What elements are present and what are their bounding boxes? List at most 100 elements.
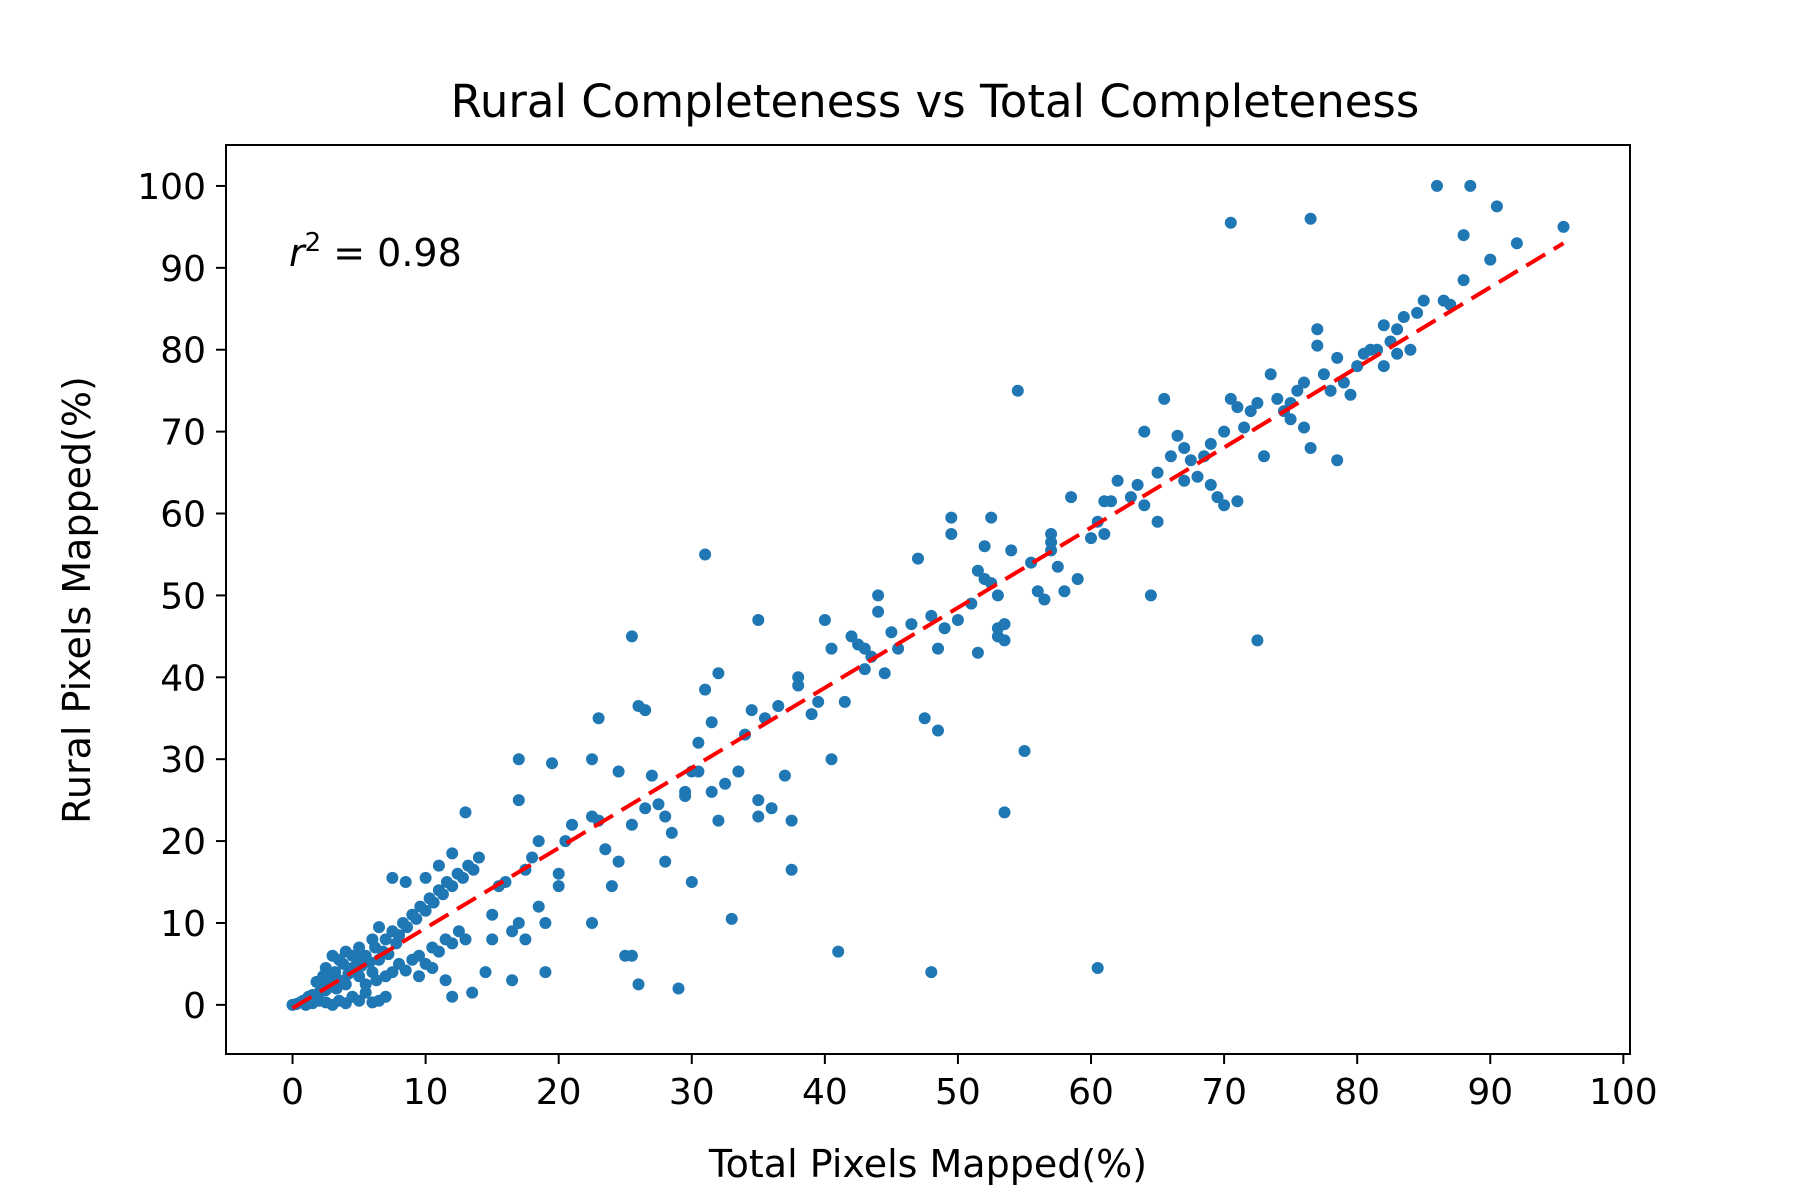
data-point bbox=[1490, 200, 1503, 213]
data-point bbox=[413, 970, 425, 983]
data-point bbox=[512, 753, 525, 766]
r-symbol: r bbox=[289, 231, 307, 275]
data-point bbox=[1085, 532, 1097, 545]
data-point bbox=[765, 802, 778, 815]
data-point bbox=[625, 818, 638, 831]
data-point bbox=[745, 704, 758, 717]
data-point bbox=[436, 888, 449, 901]
data-point bbox=[339, 978, 352, 991]
data-point bbox=[1058, 585, 1071, 598]
data-point bbox=[719, 777, 732, 790]
plot-frame bbox=[225, 144, 1631, 1055]
data-point bbox=[1258, 450, 1270, 463]
data-point bbox=[1011, 384, 1024, 397]
y-tick-label: 100 bbox=[137, 167, 206, 208]
data-point bbox=[1417, 294, 1430, 307]
data-point bbox=[427, 896, 440, 909]
y-axis: 0 10 20 30 40 50 60 70 80 90 100 bbox=[137, 167, 226, 1027]
data-point bbox=[373, 921, 385, 934]
data-point bbox=[985, 511, 998, 524]
data-point bbox=[612, 765, 625, 778]
data-point bbox=[439, 974, 452, 987]
data-point bbox=[1051, 560, 1064, 573]
data-point bbox=[1284, 413, 1297, 426]
data-point bbox=[1271, 392, 1284, 405]
data-point bbox=[586, 753, 598, 766]
x-axis-label: Total Pixels Mapped(%) bbox=[708, 1142, 1147, 1186]
x-tick-label: 90 bbox=[1467, 1072, 1513, 1113]
data-point bbox=[532, 835, 545, 848]
data-point bbox=[752, 794, 765, 807]
y-tick-label: 20 bbox=[160, 822, 206, 863]
data-point bbox=[446, 990, 459, 1003]
data-point bbox=[546, 757, 558, 770]
data-point bbox=[945, 511, 958, 524]
data-point bbox=[1031, 585, 1044, 598]
data-point bbox=[393, 929, 405, 942]
data-point bbox=[1484, 253, 1497, 266]
data-point bbox=[359, 978, 372, 991]
data-point bbox=[652, 798, 665, 811]
data-point bbox=[1391, 347, 1404, 360]
data-point bbox=[945, 528, 958, 540]
data-point bbox=[459, 806, 472, 819]
data-point bbox=[825, 642, 838, 655]
data-point bbox=[772, 700, 785, 712]
data-point bbox=[452, 925, 465, 938]
data-point bbox=[526, 851, 539, 864]
data-point bbox=[885, 626, 898, 639]
data-point bbox=[1144, 589, 1157, 602]
data-point bbox=[317, 970, 330, 983]
data-point bbox=[1231, 495, 1244, 508]
data-point bbox=[1218, 425, 1231, 438]
data-point bbox=[932, 642, 944, 655]
data-point bbox=[379, 933, 392, 946]
data-point bbox=[872, 605, 885, 618]
data-point bbox=[892, 642, 905, 655]
data-point bbox=[419, 904, 432, 917]
data-point bbox=[1204, 478, 1217, 491]
data-point bbox=[685, 876, 698, 888]
data-point bbox=[1331, 351, 1344, 364]
y-tick-label: 10 bbox=[160, 904, 206, 945]
data-point bbox=[1304, 442, 1317, 454]
data-point bbox=[1204, 437, 1217, 450]
data-point bbox=[1404, 343, 1417, 356]
data-point bbox=[971, 646, 984, 659]
data-point bbox=[467, 863, 480, 876]
data-point bbox=[998, 634, 1011, 647]
data-point bbox=[785, 863, 798, 876]
x-tick-label: 70 bbox=[1201, 1072, 1247, 1113]
data-point bbox=[838, 695, 851, 708]
data-point bbox=[705, 785, 718, 798]
data-point bbox=[432, 945, 445, 958]
data-point bbox=[925, 966, 938, 979]
data-point bbox=[639, 802, 652, 815]
data-point bbox=[552, 867, 565, 880]
data-point bbox=[586, 917, 598, 929]
data-point bbox=[519, 933, 532, 946]
data-point bbox=[539, 917, 552, 929]
data-point bbox=[353, 970, 366, 983]
fit-line bbox=[291, 241, 1565, 1010]
data-point bbox=[938, 622, 951, 635]
data-point bbox=[333, 953, 346, 966]
y-tick-label: 70 bbox=[160, 413, 206, 454]
data-point bbox=[699, 683, 712, 696]
data-point bbox=[486, 933, 499, 946]
x-tick-label: 80 bbox=[1334, 1072, 1380, 1113]
data-point bbox=[512, 794, 525, 807]
y-tick-label: 40 bbox=[160, 658, 206, 699]
chart-title: Rural Completeness vs Total Completeness bbox=[451, 75, 1420, 128]
data-point bbox=[625, 949, 638, 962]
data-point bbox=[592, 712, 605, 725]
data-point bbox=[998, 618, 1011, 631]
data-point bbox=[1464, 179, 1477, 192]
data-point bbox=[1211, 491, 1224, 504]
data-point bbox=[1045, 528, 1058, 540]
data-point bbox=[1218, 499, 1231, 512]
data-point bbox=[1038, 593, 1051, 606]
data-point bbox=[858, 663, 871, 676]
data-point bbox=[1151, 515, 1164, 528]
